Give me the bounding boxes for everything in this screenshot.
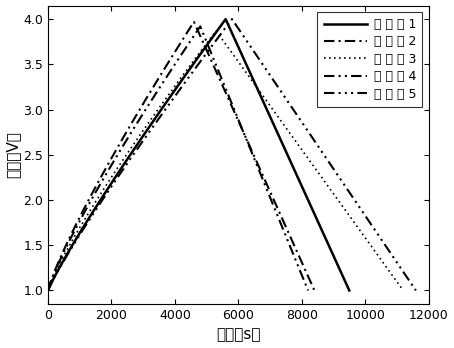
实施例4 <box>197 24 203 29</box>
实施例4 <box>217 71 222 75</box>
实施例4 <box>250 153 256 157</box>
实施例5 <box>67 249 72 253</box>
实施例4 <box>305 287 311 292</box>
Line: 实施例1: 实施例1 <box>48 19 349 291</box>
实施例3 <box>247 75 252 79</box>
Legend: 实 施 例 1, 实 施 例 2, 实 施 例 3, 实 施 例 4, 实 施 例 5: 实 施 例 1, 实 施 例 2, 实 施 例 3, 实 施 例 4, 实 施 … <box>317 12 422 107</box>
实施例3 <box>305 156 310 160</box>
Y-axis label: 电压（V）: 电压（V） <box>5 131 20 178</box>
实施例2 <box>311 287 317 292</box>
实施例1 <box>121 163 126 167</box>
实施例1 <box>223 17 228 21</box>
实施例3 <box>117 163 122 167</box>
实施例4 <box>306 288 311 293</box>
Line: 实施例4: 实施例4 <box>48 26 308 291</box>
实施例1 <box>82 223 87 228</box>
实施例2 <box>191 20 197 24</box>
实施例5 <box>262 65 267 69</box>
实施例2 <box>107 159 113 163</box>
实施例4 <box>45 288 51 293</box>
实施例3 <box>65 246 70 251</box>
实施例1 <box>346 287 351 292</box>
实施例3 <box>45 288 51 293</box>
实施例3 <box>79 221 85 226</box>
Line: 实施例2: 实施例2 <box>48 22 315 291</box>
Line: 实施例3: 实施例3 <box>48 31 403 291</box>
实施例3 <box>213 29 219 33</box>
X-axis label: 时间（s）: 时间（s） <box>216 327 261 342</box>
Line: 实施例5: 实施例5 <box>48 19 416 291</box>
实施例4 <box>110 161 115 165</box>
实施例2 <box>312 288 317 293</box>
实施例2 <box>45 288 51 293</box>
实施例2 <box>62 245 68 249</box>
实施例1 <box>45 288 51 293</box>
实施例5 <box>83 223 89 228</box>
实施例5 <box>319 150 325 154</box>
实施例2 <box>212 68 218 72</box>
实施例1 <box>283 150 289 154</box>
实施例3 <box>400 288 406 293</box>
实施例4 <box>76 220 82 224</box>
实施例4 <box>63 246 69 250</box>
实施例1 <box>346 288 352 293</box>
实施例3 <box>400 287 405 292</box>
实施例5 <box>413 288 419 293</box>
实施例2 <box>75 219 80 223</box>
实施例5 <box>123 163 129 167</box>
实施例5 <box>413 287 418 292</box>
实施例1 <box>245 65 250 69</box>
实施例5 <box>229 17 235 21</box>
实施例2 <box>250 151 256 155</box>
实施例1 <box>66 249 72 253</box>
实施例5 <box>45 288 51 293</box>
